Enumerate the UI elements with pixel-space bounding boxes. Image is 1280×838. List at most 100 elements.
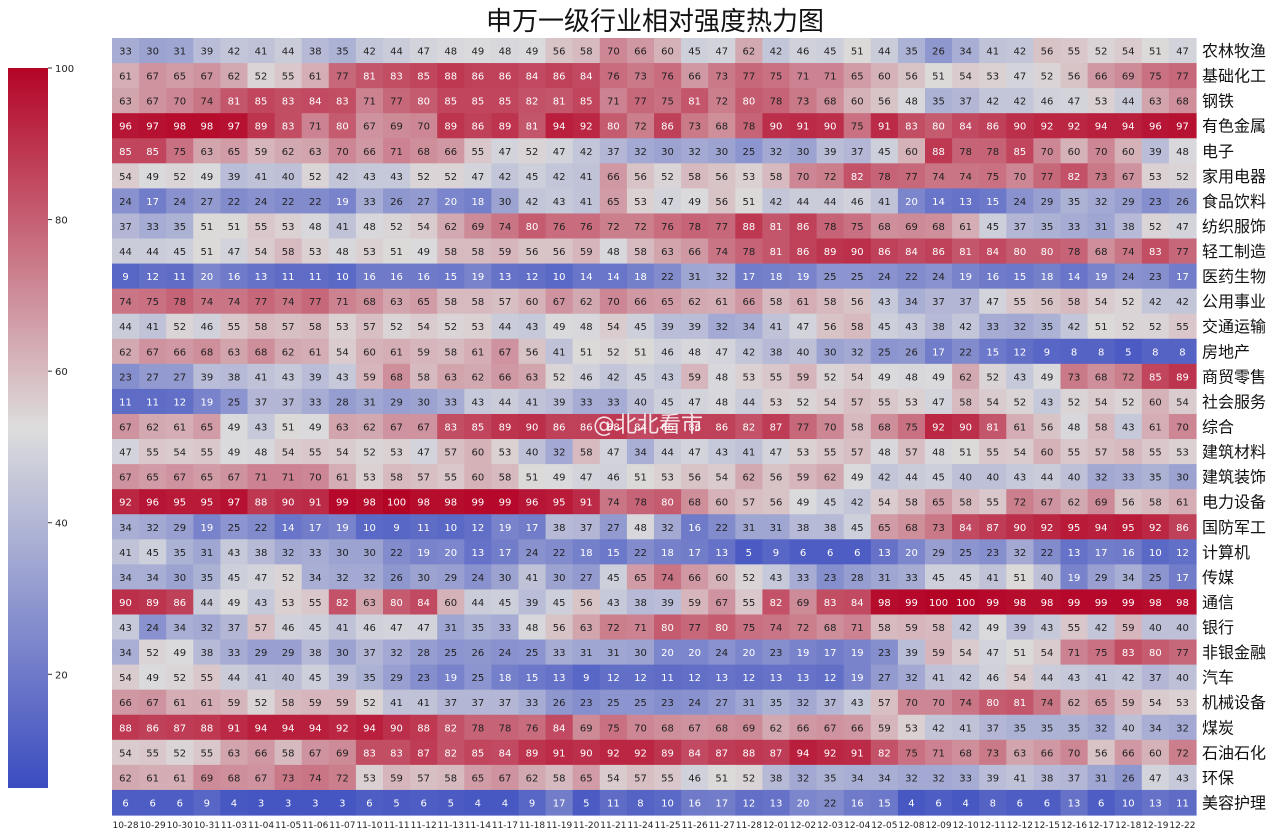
cell-value: 8: [637, 798, 643, 809]
heatmap-cell: [464, 388, 492, 415]
cell-value: 13: [878, 548, 891, 559]
heatmap-cell: [870, 589, 899, 616]
cell-value: 55: [661, 773, 674, 784]
heatmap-cell: [301, 338, 330, 365]
column-label: 12-11: [980, 821, 1006, 831]
heatmap-cell: [491, 313, 520, 340]
cell-value: 57: [851, 397, 864, 408]
heatmap-cell: [789, 539, 818, 565]
cell-value: 43: [553, 197, 566, 208]
heatmap-cell: [274, 363, 303, 390]
cell-value: 43: [851, 698, 864, 709]
heatmap-cell: [464, 464, 492, 490]
heatmap-cell: [112, 764, 140, 791]
cell-value: 68: [688, 498, 701, 509]
heatmap-cell: [816, 313, 845, 340]
cell-value: 54: [1041, 648, 1054, 659]
cell-value: 60: [444, 598, 457, 609]
cell-value: 46: [200, 322, 213, 333]
heatmap-cell: [112, 739, 140, 766]
heatmap-cell: [735, 639, 763, 666]
heatmap-cell: [654, 639, 682, 666]
cell-value: 59: [688, 598, 701, 609]
heatmap-cell: [220, 113, 249, 139]
heatmap-cell: [979, 739, 1007, 766]
cell-value: 47: [1176, 47, 1189, 58]
heatmap-cell: [735, 38, 763, 64]
cell-value: 16: [851, 798, 864, 809]
cell-value: 47: [986, 297, 999, 308]
heatmap-cell: [166, 163, 194, 189]
heatmap-cell: [112, 338, 140, 365]
column-label: 11-21: [600, 821, 626, 831]
cell-value: 68: [1095, 372, 1108, 383]
cell-value: 60: [471, 473, 484, 484]
cell-value: 35: [1041, 322, 1054, 333]
cell-value: 94: [363, 723, 376, 734]
cell-value: 88: [444, 72, 457, 83]
heatmap-cell: [870, 689, 899, 716]
cell-value: 18: [1041, 272, 1054, 283]
heatmap-cell: [139, 439, 167, 465]
heatmap-cell: [518, 338, 547, 365]
cell-value: 11: [173, 272, 186, 283]
cell-value: 22: [715, 523, 728, 534]
cell-value: 74: [661, 573, 674, 584]
cell-value: 80: [986, 698, 999, 709]
row-label: 建筑装饰: [1202, 468, 1266, 487]
heatmap-cell: [870, 313, 899, 340]
heatmap-cell: [897, 238, 926, 265]
cell-value: 90: [824, 122, 837, 133]
cell-value: 43: [255, 598, 268, 609]
heatmap-cell: [925, 388, 953, 415]
cell-value: 47: [417, 623, 430, 634]
cell-value: 16: [688, 523, 701, 534]
cell-value: 41: [986, 47, 999, 58]
cell-value: 58: [905, 498, 918, 509]
cell-value: 81: [688, 97, 701, 108]
heatmap-cell: [355, 664, 384, 691]
heatmap-cell: [681, 313, 709, 340]
cell-value: 54: [1176, 397, 1189, 408]
heatmap-cell: [112, 63, 140, 89]
cell-value: 41: [932, 673, 945, 684]
cell-value: 53: [905, 723, 918, 734]
heatmap-cell: [247, 288, 276, 315]
heatmap-cell: [1033, 63, 1062, 89]
heatmap-cell: [1114, 338, 1143, 365]
cell-value: 86: [146, 723, 159, 734]
cell-value: 71: [932, 748, 945, 759]
cell-value: 41: [526, 573, 539, 584]
heatmap-cell: [816, 63, 845, 89]
heatmap-cell: [952, 514, 980, 540]
cell-value: 99: [905, 598, 918, 609]
cell-value: 60: [661, 47, 674, 58]
heatmap-cell: [1141, 188, 1170, 215]
heatmap-cell: [626, 489, 655, 515]
heatmap-cell: [491, 664, 520, 691]
cell-value: 71: [282, 473, 295, 484]
cell-value: 12: [1013, 347, 1026, 358]
heatmap-cell: [220, 789, 249, 816]
cell-value: 85: [417, 72, 430, 83]
heatmap-cell: [626, 714, 655, 741]
heatmap-cell: [328, 439, 357, 465]
heatmap-cell: [599, 614, 628, 641]
heatmap-cell: [816, 338, 845, 365]
cell-value: 29: [932, 548, 945, 559]
cell-value: 13: [1149, 798, 1162, 809]
heatmap-cell: [925, 163, 953, 189]
cell-value: 51: [282, 423, 295, 434]
cell-value: 59: [688, 372, 701, 383]
cell-value: 34: [1122, 573, 1135, 584]
heatmap-cell: [599, 238, 628, 265]
heatmap-cell: [112, 113, 140, 139]
heatmap-cell: [518, 188, 547, 215]
cell-value: 24: [715, 648, 728, 659]
heatmap-cell: [247, 238, 276, 265]
heatmap-cell: [437, 489, 465, 515]
cell-value: 61: [173, 423, 186, 434]
cell-value: 92: [634, 748, 647, 759]
heatmap-cell: [708, 238, 736, 265]
heatmap-cell: [654, 138, 682, 164]
